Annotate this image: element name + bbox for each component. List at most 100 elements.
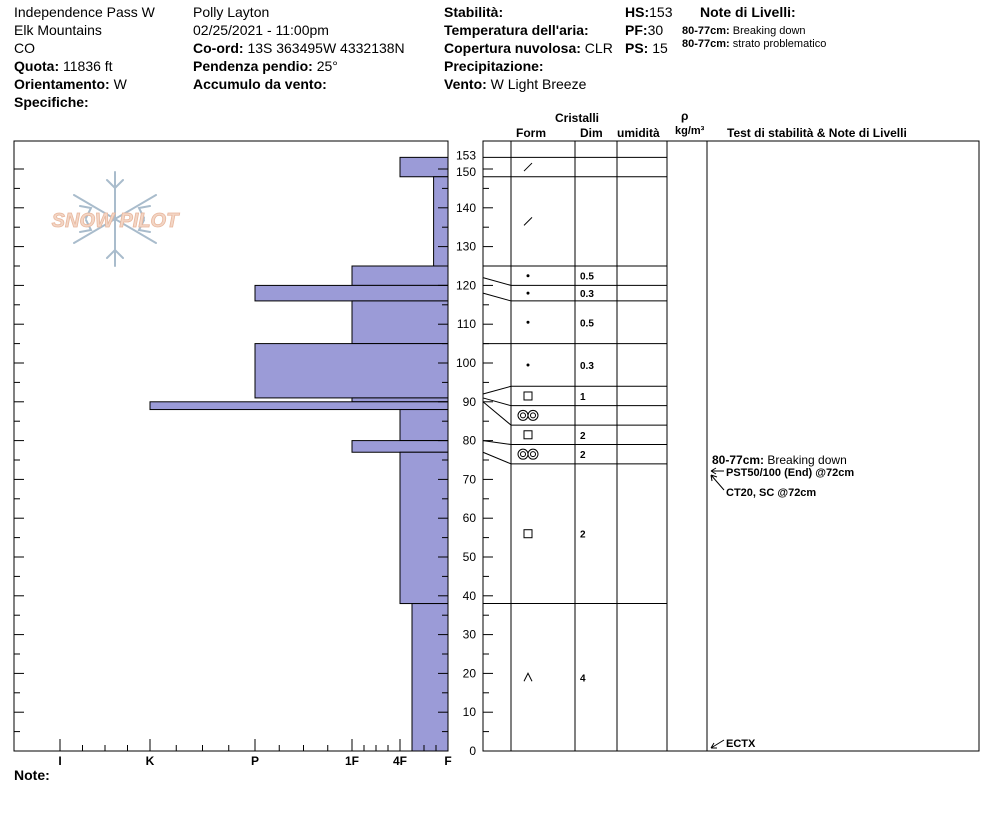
layer-connector [482,401,512,426]
depth-tick-label: 30 [463,628,477,642]
layer-connector [482,292,512,302]
slash-stroke [523,162,533,172]
wind-value: W Light Breeze [490,76,587,92]
layer-connector [482,440,512,445]
layer-dim-label: 0.3 [580,361,594,372]
state: CO [14,40,35,56]
layer-dim-label: 4 [580,673,586,684]
rho-header: ρ [681,109,689,123]
layer-dim-label: 1 [580,392,586,403]
layer-dot-icon [526,274,530,278]
ring-inner [520,451,526,458]
ps: PS: 15 [625,40,668,56]
stability-note-heading: 80-77cm: Breaking down [712,453,847,467]
layer-connector [482,277,512,286]
depth-tick-label: 0 [469,744,476,758]
hs-value: 153 [649,4,673,20]
ring-outer [517,409,529,421]
stability-test-ect: ECTX [726,738,756,750]
square-mark [523,529,533,539]
layer-connector [482,397,512,407]
hardness-bar [254,284,449,302]
hardness-bar [149,401,449,411]
layer-square-icon [523,529,533,539]
stability-note-range: 80-77cm: [712,453,764,467]
form-header: Form [516,126,546,140]
layer-notes-label: Note di Livelli: [700,4,796,20]
square-mark [523,430,533,440]
hardness-bar [399,409,449,442]
depth-tick-label: 70 [463,472,477,486]
stability-test-pst: PST50/100 (End) @72cm [726,467,854,479]
air-temp-label: Temperatura dell'aria: [444,22,589,38]
slope: Pendenza pendio: 25° [193,58,338,74]
hardness-tick-label: I [58,754,61,768]
dim-header: Dim [580,126,603,140]
layer-note-1: 80-77cm: Breaking down [682,25,806,37]
dot-mark [526,363,530,367]
depth-axis: 0 10 20 30 40 50 60 70 80 90 100 110 120 130 140 150 153 [14,148,493,758]
stability-test-ct: CT20, SC @72cm [726,487,816,499]
hardness-bar [399,156,449,178]
hardness-bar [351,300,449,345]
coord-value: 13S 363495W 4332138N [247,40,405,56]
hardness-tick-label: P [251,754,259,768]
layer-double-ring-icon [517,448,539,460]
depth-tick-label: 20 [463,666,477,680]
arrow-left-icon [710,467,724,475]
layer-square-icon [523,430,533,440]
arrow-diagonal-icon [710,474,725,491]
layer-table-columns [510,141,708,751]
moisture-header: umidità [617,126,660,140]
hardness-bar [399,451,449,605]
depth-tick-label: 150 [456,165,476,179]
caret-mark [523,672,533,682]
layer-dim-label: 0.5 [580,318,594,329]
layer-slash-icon [523,217,533,226]
ring-inner [520,412,526,419]
hardness-tick-label: F [444,754,451,768]
specifics-label: Specifiche: [14,94,89,110]
snowflake-logo-icon: SNOW PILOT [51,171,181,267]
wind-label: Vento: [444,76,487,92]
elevation-value: 11836 ft [63,58,113,74]
hardness-bar [411,603,449,752]
tests-header: Test di stabilità & Note di Livelli [727,126,907,140]
hardness-axis: I K P 1F 4F F [58,739,452,768]
layer-dot-icon [526,320,530,324]
layer-note-2: 80-77cm: strato problematico [682,38,826,50]
slope-value: 25° [316,58,338,74]
pf-value: 30 [647,22,664,38]
depth-tick-label: 120 [456,278,476,292]
crystals-header: Cristalli [555,111,600,125]
date-time: 02/25/2021 - 11:00pm [193,22,329,38]
coordinates: Co-ord: 13S 363495W 4332138N [193,40,405,56]
elevation: Quota: 11836 ft [14,58,113,74]
depth-tick-label: 60 [463,511,477,525]
hardness-bar [351,440,449,453]
layer-dim-label: 2 [580,450,586,461]
hs-label: HS: [625,4,650,20]
wind-loading-label: Accumulo da vento: [193,76,327,92]
depth-tick-label: 130 [456,240,476,254]
ps-value: 15 [652,40,668,56]
pf: PF:30 [625,22,663,38]
notes-label: Note: [14,767,50,783]
slope-label: Pendenza pendio: [193,58,313,74]
hardness-bar [351,265,449,286]
stability-label: Stabilità: [444,4,504,20]
hardness-tick-label: 4F [393,754,407,768]
depth-tick-label: 40 [463,589,477,603]
hardness-tick-label: K [146,754,155,768]
layer-note-1-range: 80-77cm: [682,25,730,37]
density-unit-header: kg/m³ [675,125,705,137]
layer-dim-label: 0.5 [580,272,594,283]
aspect-label: Orientamento: [14,76,110,92]
logo-text: SNOW PILOT [52,210,180,232]
layer-connector [482,385,512,395]
layer-connector [482,451,512,465]
depth-tick-label: 50 [463,550,477,564]
layer-boundaries [482,156,667,605]
cloud-value: CLR [584,40,613,56]
